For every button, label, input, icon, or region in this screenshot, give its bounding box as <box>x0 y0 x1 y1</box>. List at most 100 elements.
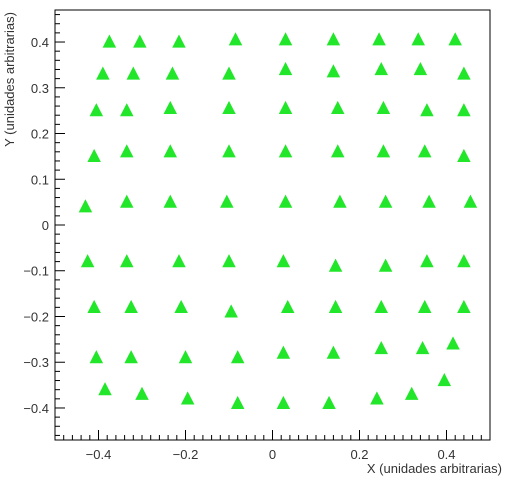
data-point-triangle <box>328 299 343 313</box>
data-point-triangle <box>135 386 149 400</box>
data-point-triangle <box>420 254 434 268</box>
data-point-triangle <box>222 144 236 158</box>
data-point-triangle <box>376 100 391 114</box>
data-point-triangle <box>457 254 471 268</box>
data-point-triangle <box>437 373 452 387</box>
data-point-triangle <box>120 254 134 268</box>
data-point-triangle <box>120 194 134 208</box>
y-tick-label: 0.4 <box>31 35 49 50</box>
data-point-triangle <box>457 148 471 163</box>
y-tick-label: 0.1 <box>31 172 49 187</box>
data-point-triangle <box>378 258 393 272</box>
data-point-triangle <box>322 395 336 410</box>
data-point-triangle <box>378 194 393 208</box>
data-point-triangle <box>280 299 295 313</box>
y-tick-label: 0 <box>42 218 49 233</box>
data-point-triangle <box>96 66 110 80</box>
data-point-triangle <box>372 32 386 46</box>
data-point-triangle <box>224 304 238 318</box>
data-point-triangle <box>457 299 471 313</box>
data-point-triangle <box>102 34 117 48</box>
data-point-triangle <box>331 144 345 158</box>
data-point-triangle <box>446 336 460 350</box>
data-point-triangle <box>411 32 425 46</box>
data-point-triangle <box>413 61 428 76</box>
data-point-triangle <box>418 299 432 313</box>
data-point-triangle <box>120 103 134 117</box>
data-point-triangle <box>163 194 178 208</box>
data-point-triangle <box>278 61 293 76</box>
data-point-triangle <box>370 391 384 405</box>
data-point-triangle <box>448 32 462 46</box>
data-point-triangle <box>374 299 388 313</box>
y-tick-label: −0.3 <box>23 355 49 370</box>
data-point-triangle <box>457 103 471 117</box>
x-axis-title: X (unidades arbitrarias) <box>367 461 502 476</box>
data-point-triangle <box>80 254 95 268</box>
data-point-triangle <box>276 395 291 410</box>
data-point-triangle <box>124 299 138 313</box>
data-point-triangle <box>278 194 293 208</box>
data-point-triangle <box>165 66 180 80</box>
data-point-triangle <box>178 350 193 364</box>
data-point-triangle <box>328 258 343 272</box>
data-point-triangle <box>89 103 104 117</box>
data-point-triangle <box>457 66 471 80</box>
data-point-triangle <box>174 299 188 313</box>
tick-labels-layer: −0.4 −0.2 0 0.2 0.4 −0.4 −0.3 −0.2 −0.1 0 0.1 0.2 0.… <box>23 35 455 462</box>
data-point-triangle <box>276 345 291 359</box>
data-point-triangle <box>228 32 243 46</box>
data-point-triangle <box>126 66 141 80</box>
data-point-triangle <box>418 144 432 158</box>
data-point-triangle <box>278 32 293 46</box>
points-layer <box>78 32 478 410</box>
data-point-triangle <box>89 350 104 364</box>
data-point-triangle <box>120 144 134 158</box>
data-point-triangle <box>230 395 245 410</box>
data-point-triangle <box>222 254 236 268</box>
data-point-triangle <box>78 199 93 213</box>
x-tick-label: −0.4 <box>86 447 112 462</box>
data-point-triangle <box>163 144 178 158</box>
data-point-triangle <box>326 32 341 46</box>
data-point-triangle <box>98 382 112 396</box>
data-point-triangle <box>420 103 434 117</box>
ticks-layer <box>54 14 491 440</box>
data-point-triangle <box>331 100 345 114</box>
y-tick-label: 0.2 <box>31 127 49 142</box>
data-point-triangle <box>87 148 101 163</box>
data-point-triangle <box>463 194 478 208</box>
data-point-triangle <box>374 61 388 76</box>
y-tick-label: −0.2 <box>23 309 49 324</box>
data-point-triangle <box>404 386 419 400</box>
data-point-triangle <box>124 350 138 364</box>
data-point-triangle <box>278 100 293 114</box>
data-point-triangle <box>374 341 388 355</box>
y-axis-title: Y (unidades arbitrarias) <box>2 12 17 147</box>
data-point-triangle <box>172 254 186 268</box>
data-point-triangle <box>163 100 178 114</box>
data-point-triangle <box>326 345 341 359</box>
data-point-triangle <box>230 350 245 364</box>
data-point-triangle <box>422 194 436 208</box>
y-tick-label: 0.3 <box>31 81 49 96</box>
data-point-triangle <box>222 66 236 80</box>
data-point-triangle <box>333 194 347 208</box>
data-point-triangle <box>415 341 430 355</box>
data-point-triangle <box>222 100 236 114</box>
data-point-triangle <box>326 64 341 78</box>
data-point-triangle <box>133 34 147 48</box>
data-point-triangle <box>276 254 291 268</box>
data-point-triangle <box>172 34 186 48</box>
x-tick-label: 0 <box>269 447 276 462</box>
data-point-triangle <box>278 144 293 158</box>
data-point-triangle <box>220 194 234 208</box>
data-point-triangle <box>376 144 391 158</box>
data-point-triangle <box>180 391 195 405</box>
x-tick-label: 0.4 <box>437 447 455 462</box>
data-point-triangle <box>87 299 101 313</box>
x-tick-label: −0.2 <box>173 447 199 462</box>
